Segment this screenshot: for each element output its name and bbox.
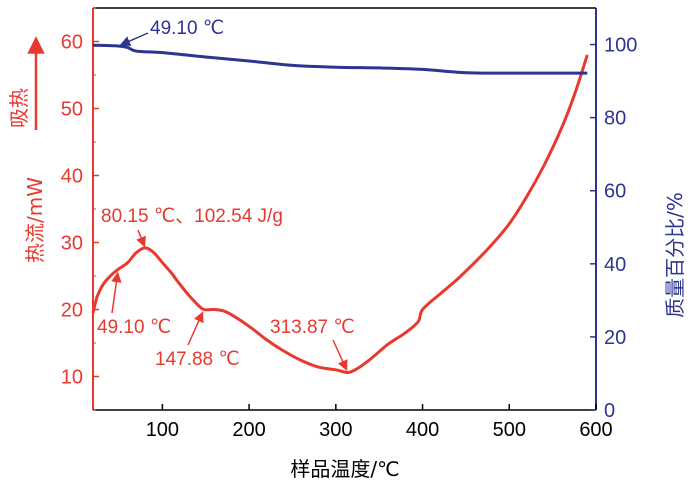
left-tick-label: 60 xyxy=(61,32,83,54)
annotation-arrow xyxy=(332,339,348,371)
annotation-arrow xyxy=(187,311,204,346)
left-tick-label: 30 xyxy=(61,233,83,255)
x-axis-title: 样品温度/℃ xyxy=(290,457,399,481)
annotation-arrow xyxy=(111,271,122,314)
series-layer xyxy=(91,43,589,375)
endotherm-label: 吸热 xyxy=(7,88,31,128)
left-axis-title-group: 热流/mW 吸热 xyxy=(7,36,47,263)
x-tick-label: 500 xyxy=(493,419,526,441)
left-tick-label: 40 xyxy=(61,166,83,188)
right-tick-label: 60 xyxy=(604,181,626,203)
annotation-label: 49.10 ℃ xyxy=(150,18,224,39)
annotation-label: 313.87 ℃ xyxy=(270,317,355,338)
right-tick-label: 20 xyxy=(604,327,626,349)
left-axis-title: 热流/mW xyxy=(23,177,47,263)
x-tick-label: 600 xyxy=(579,419,612,441)
annotation-arrow xyxy=(119,32,149,46)
annotation-label: 49.10 ℃ xyxy=(97,317,171,338)
left-tick-label: 50 xyxy=(61,99,83,121)
right-tick-label: 40 xyxy=(604,254,626,276)
annotation-label: 80.15 ℃、102.54 J/g xyxy=(101,206,283,227)
heat-flow-line xyxy=(91,54,589,375)
x-tick-label: 200 xyxy=(232,419,265,441)
right-tick-label: 0 xyxy=(604,400,615,422)
right-tick-label: 100 xyxy=(604,35,637,57)
x-tick-label: 100 xyxy=(146,419,179,441)
left-tick-label: 20 xyxy=(61,300,83,322)
right-axis-title: 质量百分比/% xyxy=(663,192,687,318)
left-tick-label: 10 xyxy=(61,367,83,389)
mass-percent-line xyxy=(92,43,588,75)
right-tick-label: 80 xyxy=(604,108,626,130)
annotation-arrow xyxy=(136,229,146,248)
x-tick-label: 400 xyxy=(406,419,439,441)
x-tick-label: 300 xyxy=(319,419,352,441)
annotation-label: 147.88 ℃ xyxy=(155,349,240,370)
annotation-layer: 49.10 ℃ 80.15 ℃、102.54 J/g 49.10 ℃ 147.88 ℃… xyxy=(97,18,355,371)
